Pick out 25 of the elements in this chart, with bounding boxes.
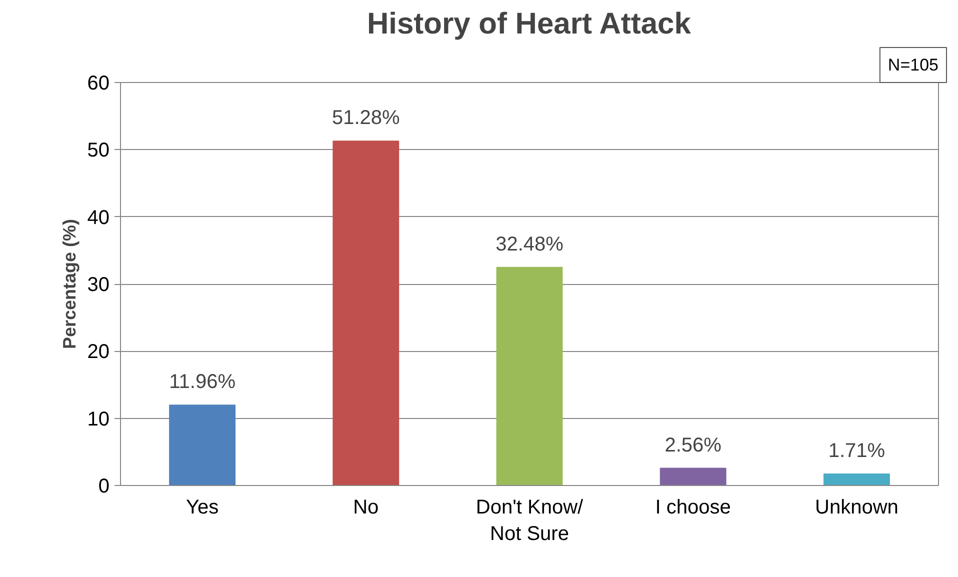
- text: N=105: [888, 56, 939, 74]
- x-tick-label: Unknown: [815, 496, 898, 518]
- data-label: 51.28%: [332, 107, 400, 130]
- y-tick-label: 50: [87, 140, 110, 162]
- y-tick-label: 60: [87, 72, 110, 94]
- y-axis-title: Percentage (%): [59, 218, 80, 350]
- x-tick-label: No: [353, 496, 379, 518]
- data-label: 1.71%: [828, 440, 886, 462]
- bar: [660, 468, 726, 486]
- y-tick-label: 20: [87, 341, 110, 364]
- bar: [332, 140, 400, 486]
- x-tick-label: Don't Know/ Not Sure: [476, 496, 584, 545]
- bar: [169, 404, 236, 486]
- bar: [496, 266, 563, 486]
- x-tick-label: I choose: [655, 496, 731, 518]
- chart-title: History of Heart Attack: [366, 8, 692, 40]
- data-label: 32.48%: [496, 233, 564, 256]
- data-label: 11.96%: [169, 371, 236, 394]
- y-tick-label: 10: [87, 408, 110, 430]
- y-tick-label: 0: [98, 476, 110, 498]
- data-label: 2.56%: [664, 434, 722, 456]
- y-tick-label: 40: [87, 206, 110, 229]
- bar: [823, 474, 890, 486]
- y-tick-label: 30: [87, 274, 110, 296]
- x-tick-label: Yes: [186, 496, 219, 518]
